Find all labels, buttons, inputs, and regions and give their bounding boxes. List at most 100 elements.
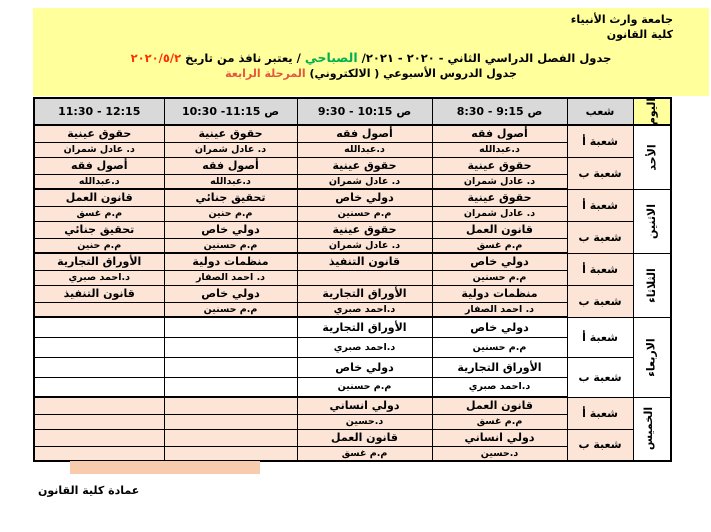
teacher-cell: م.م حسنين xyxy=(296,205,433,222)
section-cell: شعبة ب xyxy=(566,220,634,254)
teacher-cell: د.احمد صبري xyxy=(296,301,433,318)
day-label: الخميس xyxy=(641,407,655,451)
day-cell: الثلاثاء xyxy=(632,252,672,318)
teacher-cell: د.حسين xyxy=(296,413,433,430)
teacher-cell: م.م غسق xyxy=(296,445,433,462)
timetable-row: د.حسين م.م غسق xyxy=(33,445,671,462)
teacher-cell: د. احمد الصفار xyxy=(163,269,298,286)
college-name: كلية القانون xyxy=(606,28,673,41)
section-cell: شعبة أ xyxy=(566,316,634,358)
course-cell: دولي انساني xyxy=(296,396,433,415)
teacher-cell: م.م حسنين xyxy=(431,336,568,358)
timetable-row: شعبة ب دولي انساني قانون العمل xyxy=(33,428,671,462)
teacher-cell: د. عادل شمران xyxy=(33,141,165,158)
timetable-row: الثلاثاء شعبة أ دولي خاص قانون التنفيذ منظما… xyxy=(33,252,672,318)
timetable-row: م.م غسق د.حسين xyxy=(33,413,671,430)
course-cell: أصول فقه xyxy=(431,124,568,143)
teacher-cell xyxy=(296,269,433,286)
timetable-row: شعبة ب حقوق عينية حقوق عينية أصول فقه أصول ف… xyxy=(33,156,671,190)
day-label: الثلاثاء xyxy=(645,267,659,303)
teacher-cell xyxy=(33,413,165,430)
teacher-cell: م.م حسنين xyxy=(163,301,298,318)
course-cell: قانون العمل xyxy=(33,188,165,207)
course-cell: قانون التنفيذ xyxy=(296,252,433,271)
schedule-title-valid: / يعتبر نافذ من تاريخ xyxy=(185,51,301,65)
time-header-1: ص 8:30 - 9:15 xyxy=(431,97,568,126)
course-cell xyxy=(33,396,165,415)
timetable-row: شعبة ب الأوراق التجارية دولي خاص xyxy=(33,356,671,398)
section-column-header: شعب xyxy=(566,97,634,126)
teacher-cell: م.م حسنين xyxy=(431,269,568,286)
teacher-cell: د.عبدالله xyxy=(33,173,165,190)
course-cell: الأوراق التجارية xyxy=(296,316,433,338)
schedule-subtitle: جدول الدروس الأسبوعي ( الالكتروني) المرح… xyxy=(33,66,709,81)
footer-highlight-bar xyxy=(70,461,260,474)
course-cell: قانون العمل xyxy=(296,428,433,447)
timetable-row: الخميس شعبة أ قانون العمل دولي انساني xyxy=(33,396,672,462)
schedule-title-text: جدول الفصل الدراسي الثاني - ٢٠٢٠ - ٢٠٢١/ xyxy=(361,51,612,65)
course-cell: قانون العمل xyxy=(431,396,568,415)
course-cell: الأوراق التجارية xyxy=(296,284,433,303)
schedule-title-morning: الصباحي xyxy=(304,50,358,65)
timetable-row: د. احمد الصفار د.احمد صبري م.م حسنين xyxy=(33,301,671,318)
teacher-cell xyxy=(163,445,298,462)
course-cell: منظمات دولية xyxy=(163,252,298,271)
timetable-row: م.م حسنين د.احمد صبري xyxy=(33,336,671,358)
course-cell xyxy=(163,396,298,415)
day-cell: الأحد xyxy=(632,124,672,190)
teacher-cell xyxy=(33,336,165,358)
teacher-cell: د. عادل شمران xyxy=(296,237,433,254)
teacher-cell xyxy=(163,376,298,398)
weekly-timetable: اليوم شعب ص 8:30 - 9:15 ص 9:30 - 10:15 ص… xyxy=(33,97,672,462)
teacher-cell: د.احمد صبري xyxy=(431,376,568,398)
teacher-cell: د.عبدالله xyxy=(296,141,433,158)
schedule-title: جدول الفصل الدراسي الثاني - ٢٠٢٠ - ٢٠٢١/… xyxy=(33,50,709,66)
course-cell xyxy=(33,356,165,378)
course-cell: دولي خاص xyxy=(163,284,298,303)
section-cell: شعبة أ xyxy=(566,188,634,222)
teacher-cell xyxy=(33,376,165,398)
course-cell: حقوق عينية xyxy=(296,220,433,239)
teacher-cell: م.م غسق xyxy=(431,413,568,430)
teacher-cell: د. عادل شمران xyxy=(431,205,568,222)
teacher-cell xyxy=(163,413,298,430)
course-cell: منظمات دولية xyxy=(431,284,568,303)
timetable-row: د.احمد صبري م.م حسنين xyxy=(33,376,671,398)
time-header-4: 11:30 - 12:15 xyxy=(33,97,165,126)
teacher-cell: م.م حنين xyxy=(163,205,298,222)
section-cell: شعبة ب xyxy=(566,356,634,398)
course-cell xyxy=(163,316,298,338)
teacher-cell: م.م حسنين xyxy=(163,237,298,254)
schedule-title-date: ٢٠٢٠/٥/٢ xyxy=(130,51,182,65)
section-cell: شعبة أ xyxy=(566,252,634,286)
university-name: جامعة وارث الأنبياء xyxy=(570,13,673,26)
section-cell: شعبة أ xyxy=(566,124,634,158)
timetable-row: د. عادل شمران م.م حسنين م.م حنين م.م غسق xyxy=(33,205,671,222)
course-cell: الأوراق التجارية xyxy=(33,252,165,271)
schedule-subtitle-text: جدول الدروس الأسبوعي ( الالكتروني) xyxy=(309,67,517,80)
teacher-cell xyxy=(33,301,165,318)
teacher-cell: د. عادل شمران xyxy=(163,141,298,158)
dean-signature: عمادة كلية القانون xyxy=(38,484,140,497)
course-cell: دولي خاص xyxy=(296,356,433,378)
timetable-row: م.م غسق د. عادل شمران م.م حسنين م.م حنين xyxy=(33,237,671,254)
timetable-row: الاثنين شعبة أ حقوق عينية دولي خاص تحقيق جنا… xyxy=(33,188,672,254)
teacher-cell: م.م حنين xyxy=(33,237,165,254)
course-cell: حقوق عينية xyxy=(431,188,568,207)
day-label: الاثنين xyxy=(645,203,659,239)
section-cell: شعبة ب xyxy=(566,284,634,318)
teacher-cell: د.حسين xyxy=(431,445,568,462)
teacher-cell: د. عادل شمران xyxy=(431,173,568,190)
time-header-2: ص 9:30 - 10:15 xyxy=(296,97,433,126)
timetable-row: الاربعاء شعبة أ دولي خاص الأوراق التجارية xyxy=(33,316,672,398)
day-cell: الاربعاء xyxy=(632,316,672,398)
day-label: الأحد xyxy=(645,144,659,171)
timetable-row: شعبة ب منظمات دولية الأوراق التجارية دولي خ… xyxy=(33,284,671,318)
course-cell xyxy=(33,428,165,447)
teacher-cell xyxy=(163,336,298,358)
day-cell: الاثنين xyxy=(632,188,672,254)
course-cell: حقوق عينية xyxy=(296,156,433,175)
teacher-cell: د. عادل شمران xyxy=(296,173,433,190)
course-cell: دولي خاص xyxy=(431,316,568,338)
section-cell: شعبة أ xyxy=(566,396,634,430)
